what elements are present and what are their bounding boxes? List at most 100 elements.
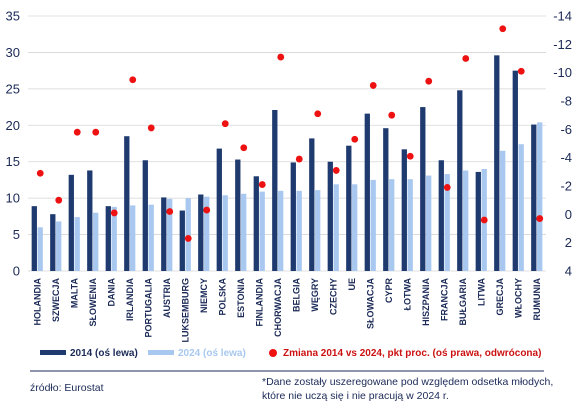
bar-2014 (512, 70, 518, 272)
bar-2014 (31, 206, 37, 271)
left-axis-tick: 10 (6, 191, 20, 206)
bar-2024 (37, 227, 43, 271)
bar-2024 (370, 179, 376, 271)
change-dot (258, 181, 266, 188)
bar-2024 (204, 196, 210, 271)
left-axis-tick: 5 (13, 227, 20, 242)
change-dot (184, 235, 192, 242)
right-axis-tick: -2 (560, 179, 572, 194)
bar-2014 (142, 160, 148, 271)
right-axis-tick: 0 (565, 207, 572, 222)
change-dot (480, 216, 488, 224)
category-label: DANIA (106, 278, 116, 307)
change-dot (443, 184, 451, 191)
category-label: GRECJA (495, 278, 505, 316)
right-axis: -14 -12 -10 -8 -6 -4 -2 0 2 4 (553, 9, 572, 279)
right-axis-tick: -6 (560, 122, 572, 137)
category-label: ŁOTWA (402, 278, 412, 311)
change-dot (36, 169, 44, 177)
bar-2024 (315, 190, 321, 271)
right-axis-tick: 4 (565, 264, 572, 279)
bar-2014 (457, 90, 463, 271)
bar-2024 (500, 150, 506, 271)
category-label: SŁOWACJA (365, 278, 375, 330)
change-dot (55, 196, 63, 204)
change-dot (351, 135, 359, 143)
category-label: SŁOWENIA (88, 278, 98, 327)
bar-2014 (272, 109, 278, 271)
bar-2024 (241, 193, 247, 271)
change-dot (240, 144, 248, 152)
category-label: LITWA (476, 278, 486, 306)
bar-2014 (383, 128, 389, 271)
change-dot (277, 53, 285, 61)
bar-2024 (259, 191, 265, 271)
left-axis: 0 5 10 15 20 25 30 35 (6, 9, 20, 279)
bar-2024 (333, 184, 339, 271)
category-label: PORTUGALIA (143, 278, 153, 338)
change-dot (332, 167, 340, 174)
bar-2014 (216, 148, 222, 271)
bar-2024 (296, 190, 302, 271)
bar-2024 (93, 212, 99, 271)
legend-label-2024: 2024 (oś lewa) (178, 348, 246, 359)
change-dots (36, 25, 544, 242)
change-dot (110, 209, 118, 217)
bar-2024 (148, 204, 154, 271)
change-dot (73, 128, 81, 136)
right-axis-tick: -12 (553, 37, 572, 52)
legend: 2014 (oś lewa) 2024 (oś lewa) Zmiana 201… (40, 348, 541, 359)
change-dot (462, 55, 470, 62)
left-axis-tick: 15 (6, 154, 20, 169)
change-dot (129, 76, 137, 84)
bar-2014 (124, 136, 130, 271)
bar-2024 (444, 174, 450, 271)
bar-2014 (420, 107, 426, 271)
bar-2014 (364, 113, 370, 271)
change-dot (166, 208, 174, 215)
bars (31, 55, 543, 272)
left-axis-tick: 20 (6, 118, 20, 133)
footnote-line-2: które nie uczą się i nie pracują w 2024 … (262, 390, 449, 402)
right-axis-tick: 2 (565, 235, 572, 250)
category-label: HOLANDIA (32, 278, 42, 326)
category-labels: HOLANDIA SZWECJA MALTA SŁOWENIA DANIA IRLANDI… (32, 278, 541, 343)
change-dot (92, 128, 100, 136)
category-label: HISZPANIA (421, 278, 431, 326)
bar-2014 (309, 138, 315, 271)
left-axis-tick: 25 (6, 81, 20, 96)
bar-2024 (518, 144, 524, 271)
footer: źródło: Eurostat *Dane zostały uszeregow… (30, 370, 553, 402)
category-label: WĘGRY (310, 278, 320, 312)
bar-2014 (327, 161, 333, 271)
change-dot (295, 155, 303, 163)
bar-2024 (167, 198, 173, 271)
bar-2014 (475, 171, 481, 271)
bar-2024 (185, 198, 191, 271)
right-axis-tick: -4 (560, 150, 572, 165)
legend-marker-change (269, 349, 277, 357)
category-label: FRANCJA (439, 278, 449, 322)
bar-2024 (463, 170, 469, 271)
bar-2024 (111, 206, 117, 271)
left-axis-tick: 35 (6, 9, 20, 24)
category-label: LUKSEMBURG (180, 278, 190, 343)
bar-2024 (56, 221, 62, 271)
change-dot (203, 206, 211, 214)
bar-2014 (401, 149, 407, 271)
change-dot (388, 111, 396, 119)
category-label: WŁOCHY (513, 278, 523, 318)
legend-swatch-2024 (148, 350, 174, 355)
change-dot (499, 25, 507, 33)
bar-2024 (389, 179, 395, 271)
category-label: CYPR (384, 278, 394, 304)
category-label: MALTA (69, 278, 79, 309)
legend-label-change: Zmiana 2014 vs 2024, pkt proc. (oś prawa… (283, 348, 541, 359)
bar-2014 (531, 124, 537, 271)
bar-2014 (68, 174, 74, 271)
bar-2014 (438, 160, 444, 271)
change-dot (536, 215, 544, 222)
category-label: ESTONIA (236, 278, 246, 318)
left-axis-tick: 0 (13, 264, 20, 279)
